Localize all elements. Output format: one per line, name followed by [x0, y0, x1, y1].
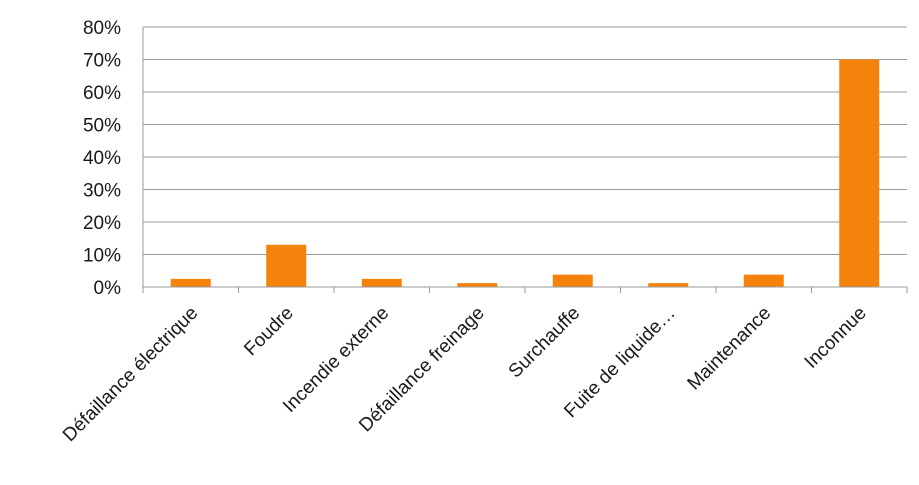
bar	[266, 244, 307, 287]
y-axis-tick-labels: 0% 10% 20% 30% 40% 50% 60% 70% 80%	[83, 18, 121, 299]
y-tick-label: 80%	[83, 18, 121, 39]
bar	[457, 283, 498, 287]
bars	[170, 59, 880, 287]
y-tick-label: 50%	[83, 116, 121, 137]
bar	[170, 278, 211, 287]
bar	[743, 274, 784, 287]
x-category-label: Surchauffe	[505, 303, 585, 383]
x-category-label: Inconnue	[801, 303, 871, 373]
y-tick-label: 30%	[83, 181, 121, 202]
y-tick-label: 0%	[94, 278, 122, 299]
bar	[361, 278, 402, 287]
bar	[839, 59, 880, 287]
x-category-label: Foudre	[240, 303, 297, 360]
y-tick-label: 40%	[83, 148, 121, 169]
y-tick-label: 60%	[83, 83, 121, 104]
x-axis	[142, 286, 908, 293]
bar	[552, 274, 593, 287]
y-tick-label: 10%	[83, 246, 121, 267]
y-tick-label: 70%	[83, 51, 121, 72]
y-tick-label: 20%	[83, 213, 121, 234]
grid-lines	[142, 26, 907, 293]
x-category-label: Maintenance	[684, 303, 776, 395]
x-category-label: Défaillance électrique	[59, 303, 202, 446]
bar	[648, 283, 689, 287]
